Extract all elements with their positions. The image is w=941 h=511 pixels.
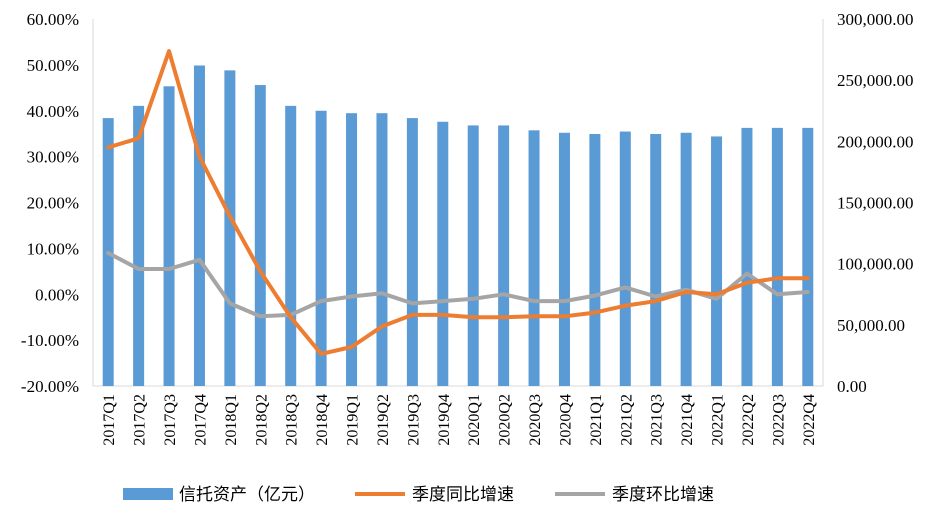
legend-swatch-assets [123,488,173,500]
x-tick-label: 2022Q4 [801,394,818,446]
bar [498,125,510,387]
line-series-group [106,49,810,356]
x-tick-label: 2018Q1 [223,394,240,446]
x-tick-label: 2021Q3 [649,394,666,446]
bar [771,127,783,387]
left-tick-label: 0.00% [35,285,79,304]
bar [650,133,662,386]
series-line [106,251,810,319]
left-tick-label: 40.00% [27,102,79,121]
bar [315,110,327,386]
legend-item-qoq: 季度环比增速 [555,485,714,505]
right-tick-label: 0.00 [837,377,867,396]
x-axis-ticks: 2017Q1 2017Q2 2017Q3 2017Q4 2018Q1 2018Q2 2018… [101,394,818,446]
bar [528,130,540,386]
right-tick-label: 50,000.00 [837,316,905,335]
x-tick-label: 2020Q2 [497,394,514,446]
bar [133,105,145,387]
x-tick-label: 2018Q3 [284,394,301,446]
left-tick-label: 10.00% [27,239,79,258]
series-line [106,49,810,356]
left-tick-label: -20.00% [21,377,79,396]
bar [346,113,358,387]
bar [711,136,723,386]
legend-label-assets: 信托资产（亿元） [179,485,315,505]
right-tick-label: 100,000.00 [837,255,914,274]
x-tick-label: 2017Q3 [162,394,179,446]
bar [406,118,418,386]
x-tick-label: 2022Q2 [740,394,757,446]
left-tick-label: 20.00% [27,194,79,213]
x-tick-label: 2017Q4 [192,394,209,446]
x-tick-label: 2018Q4 [314,394,331,446]
x-tick-label: 2020Q1 [466,394,483,446]
left-tick-label: 60.00% [27,10,79,29]
legend-item-assets: 信托资产（亿元） [123,485,315,505]
left-tick-label: 30.00% [27,148,79,167]
bar [741,127,753,387]
x-tick-label: 2022Q1 [710,394,727,446]
right-tick-label: 250,000.00 [837,71,914,90]
bar [285,105,297,387]
bar [467,125,479,387]
x-tick-label: 2017Q1 [101,394,118,446]
x-tick-label: 2022Q3 [770,394,787,446]
legend-label-qoq: 季度环比增速 [612,485,714,505]
x-tick-label: 2019Q3 [405,394,422,446]
bar [619,131,631,386]
bar [680,132,692,386]
bar [254,85,266,386]
x-tick-label: 2017Q2 [132,394,149,446]
x-tick-label: 2020Q4 [557,394,574,446]
left-tick-label: 50.00% [27,56,79,75]
bar-series-assets [102,65,814,387]
right-axis-ticks: 0.00 50,000.00 100,000.00 150,000.00 200,000… [837,10,914,396]
right-tick-label: 200,000.00 [837,132,914,151]
bar [193,65,205,386]
bar [437,121,449,386]
x-tick-label: 2019Q2 [375,394,392,446]
bar [376,113,388,387]
bar [589,133,601,386]
legend: 信托资产（亿元） 季度同比增速 季度环比增速 [123,485,714,505]
plot-area [92,19,824,387]
x-tick-label: 2019Q1 [345,394,362,446]
right-tick-label: 150,000.00 [837,194,914,213]
x-tick-label: 2021Q1 [588,394,605,446]
x-tick-label: 2019Q4 [436,394,453,446]
bar [163,86,175,387]
left-tick-label: -10.00% [21,331,79,350]
right-tick-label: 300,000.00 [837,10,914,29]
x-tick-label: 2018Q2 [253,394,270,446]
left-axis-ticks: -20.00% -10.00% 0.00% 10.00% 20.00% 30.00% 40.… [21,10,79,396]
x-tick-label: 2021Q4 [679,394,696,446]
legend-label-yoy: 季度同比增速 [412,485,514,505]
bar [558,132,570,386]
legend-item-yoy: 季度同比增速 [355,485,514,505]
bar [224,70,236,386]
x-tick-label: 2020Q3 [527,394,544,446]
bar [802,127,814,387]
x-tick-label: 2021Q2 [618,394,635,446]
